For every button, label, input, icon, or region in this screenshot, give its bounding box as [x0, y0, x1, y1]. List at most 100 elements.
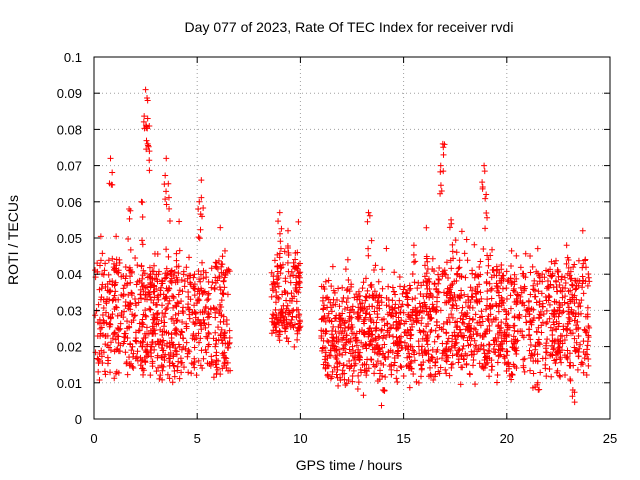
data-point [127, 207, 134, 214]
data-point [282, 289, 289, 296]
data-point [439, 271, 446, 278]
data-point [160, 337, 167, 344]
data-point [187, 272, 194, 279]
data-point [211, 286, 218, 293]
data-point [96, 351, 103, 358]
data-point [270, 327, 277, 334]
data-point [342, 381, 349, 388]
data-point [218, 337, 225, 344]
data-point [465, 303, 472, 310]
data-point [477, 258, 484, 265]
data-point [198, 347, 205, 354]
data-point [147, 372, 154, 379]
data-point [334, 296, 341, 303]
data-point [177, 331, 184, 338]
data-point [528, 321, 535, 328]
data-point [397, 321, 404, 328]
data-point [114, 269, 121, 276]
data-point [437, 162, 444, 169]
data-point [378, 327, 385, 334]
data-point [291, 321, 298, 328]
data-point [584, 282, 591, 289]
data-point [115, 333, 122, 340]
data-point [290, 272, 297, 279]
data-point [359, 285, 366, 292]
data-point [554, 367, 561, 374]
data-point [138, 237, 145, 244]
data-point [504, 278, 511, 285]
data-point [442, 366, 449, 373]
data-point [574, 277, 581, 284]
data-point [577, 310, 584, 317]
data-point [407, 360, 414, 367]
data-point [111, 292, 118, 299]
data-point [204, 291, 211, 298]
data-point [581, 355, 588, 362]
data-point [457, 329, 464, 336]
data-point [164, 304, 171, 311]
data-point [322, 328, 329, 335]
data-point [171, 368, 178, 375]
data-point [567, 276, 574, 283]
data-point [449, 241, 456, 248]
data-point [470, 362, 477, 369]
data-point [144, 274, 151, 281]
data-point [332, 328, 339, 335]
data-point [582, 329, 589, 336]
data-point [434, 298, 441, 305]
data-point [145, 142, 152, 149]
data-point [295, 270, 302, 277]
data-point [576, 345, 583, 352]
data-point [389, 304, 396, 311]
data-point [166, 285, 173, 292]
data-point [176, 287, 183, 294]
data-point [139, 283, 146, 290]
data-point [448, 282, 455, 289]
data-point [173, 318, 180, 325]
data-point [542, 361, 549, 368]
data-point [159, 376, 166, 383]
data-point [508, 247, 515, 254]
data-point [440, 151, 447, 158]
data-point [500, 300, 507, 307]
data-point [167, 268, 174, 275]
data-point [125, 236, 132, 243]
data-point [297, 269, 304, 276]
data-point [468, 335, 475, 342]
data-point [339, 284, 346, 291]
data-point [275, 275, 282, 282]
data-point [536, 278, 543, 285]
data-point [359, 343, 366, 350]
data-point [134, 262, 141, 269]
data-point [494, 266, 501, 273]
data-point [417, 304, 424, 311]
data-point [565, 256, 572, 263]
data-point [443, 299, 450, 306]
data-point [558, 347, 565, 354]
data-point [333, 371, 340, 378]
data-point [208, 284, 215, 291]
data-point [551, 313, 558, 320]
data-point [482, 225, 489, 232]
data-point [197, 362, 204, 369]
data-point [503, 268, 510, 275]
data-point [579, 227, 586, 234]
data-point [107, 155, 114, 162]
data-point [513, 351, 520, 358]
data-point [215, 324, 222, 331]
data-point [454, 318, 461, 325]
data-point [564, 270, 571, 277]
data-point [176, 375, 183, 382]
data-point [361, 304, 368, 311]
data-point [288, 290, 295, 297]
data-point [538, 290, 545, 297]
y-ticks: 0 0.01 0.02 0.03 0.04 0.05 0.06 0.07 0.08 0.09 0.1 [57, 50, 610, 427]
data-point [556, 356, 563, 363]
data-point [394, 379, 401, 385]
data-point [279, 291, 286, 298]
data-point [383, 295, 390, 302]
data-point [113, 368, 120, 375]
grid-lines [94, 57, 610, 419]
data-point [213, 349, 220, 356]
data-point [471, 337, 478, 344]
